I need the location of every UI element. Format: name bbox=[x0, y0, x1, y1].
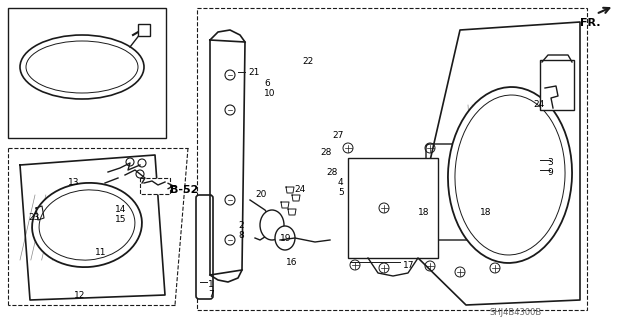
Text: 28: 28 bbox=[320, 148, 332, 157]
Bar bbox=[540, 60, 574, 110]
Text: 4: 4 bbox=[338, 178, 344, 187]
Text: 11: 11 bbox=[95, 248, 106, 257]
Bar bbox=[140, 178, 170, 194]
Polygon shape bbox=[20, 155, 165, 300]
Polygon shape bbox=[410, 22, 580, 305]
FancyBboxPatch shape bbox=[426, 144, 499, 240]
Text: 16: 16 bbox=[286, 258, 298, 267]
Text: 18: 18 bbox=[480, 208, 492, 217]
Text: B-52: B-52 bbox=[170, 185, 198, 195]
Bar bbox=[348, 158, 438, 258]
FancyBboxPatch shape bbox=[196, 195, 213, 299]
Text: FR.: FR. bbox=[580, 18, 600, 28]
Ellipse shape bbox=[275, 226, 295, 250]
Text: 2: 2 bbox=[238, 221, 244, 230]
Text: 9: 9 bbox=[547, 168, 553, 177]
Ellipse shape bbox=[32, 183, 142, 267]
Text: 13: 13 bbox=[68, 178, 79, 187]
Text: SHJ4B4300B: SHJ4B4300B bbox=[490, 308, 542, 317]
Text: 1: 1 bbox=[208, 280, 214, 289]
Text: 15: 15 bbox=[115, 215, 127, 224]
Text: 24: 24 bbox=[533, 100, 544, 109]
Ellipse shape bbox=[20, 35, 144, 99]
Bar bbox=[197, 8, 587, 310]
Text: 18: 18 bbox=[418, 208, 429, 217]
Text: 21: 21 bbox=[248, 68, 259, 77]
Text: 12: 12 bbox=[74, 291, 85, 300]
Text: 14: 14 bbox=[115, 205, 126, 214]
Text: 7: 7 bbox=[208, 290, 214, 299]
Text: 19: 19 bbox=[280, 234, 291, 243]
Ellipse shape bbox=[448, 87, 572, 263]
Text: 27: 27 bbox=[332, 131, 344, 140]
Text: 23: 23 bbox=[28, 213, 40, 222]
Text: 8: 8 bbox=[238, 231, 244, 240]
Text: 28: 28 bbox=[326, 168, 337, 177]
Text: 24: 24 bbox=[294, 185, 305, 194]
Text: 5: 5 bbox=[338, 188, 344, 197]
Bar bbox=[138, 24, 150, 36]
Text: 10: 10 bbox=[264, 89, 275, 98]
Text: 6: 6 bbox=[264, 79, 269, 88]
Text: 22: 22 bbox=[302, 57, 313, 66]
Bar bbox=[8, 8, 166, 138]
Text: 3: 3 bbox=[547, 158, 553, 167]
Text: 20: 20 bbox=[255, 190, 266, 199]
Ellipse shape bbox=[260, 210, 284, 240]
Polygon shape bbox=[210, 40, 245, 275]
Text: 17: 17 bbox=[403, 261, 415, 270]
